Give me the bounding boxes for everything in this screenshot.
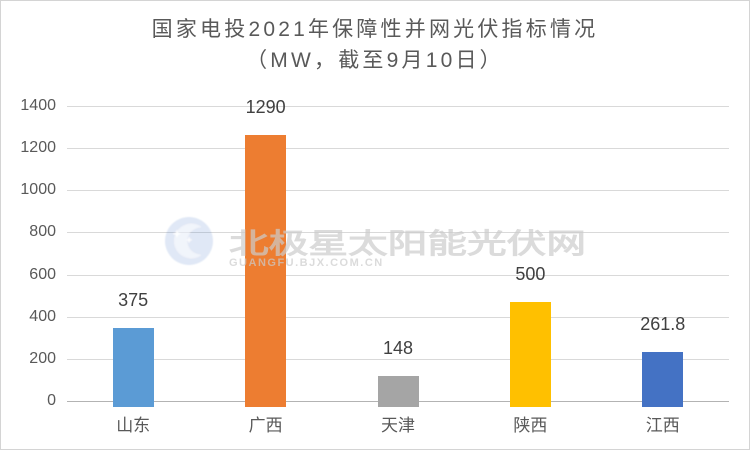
svg-text:GUANGFU.BJX.COM.CN: GUANGFU.BJX.COM.CN — [229, 257, 384, 269]
svg-text:北极星太阳能光伏网: 北极星太阳能光伏网 — [229, 228, 586, 259]
